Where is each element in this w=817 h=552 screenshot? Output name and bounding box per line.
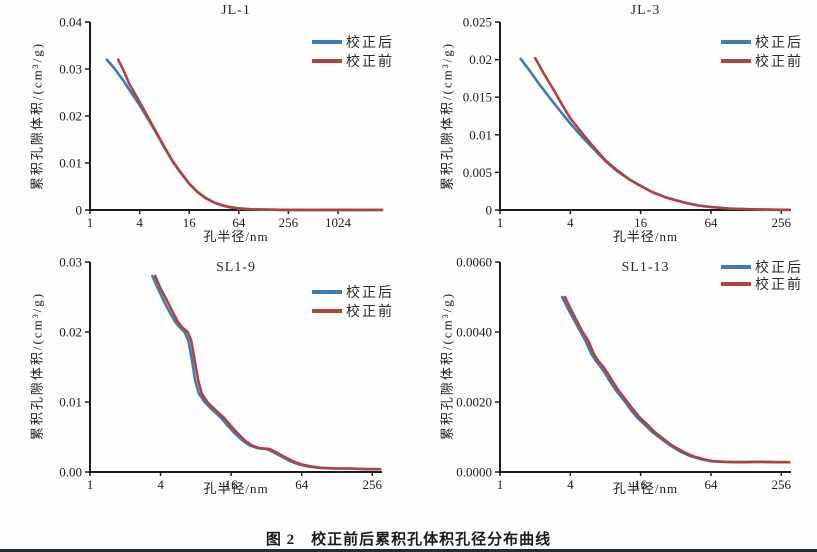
svg-text:4: 4	[567, 477, 574, 492]
legend-line-before-icon	[312, 59, 342, 63]
svg-text:16: 16	[225, 477, 239, 492]
y-axis-label: 累积孔隙体积/(cm³/g)	[29, 291, 45, 441]
svg-text:4: 4	[567, 215, 574, 230]
svg-text:64: 64	[232, 215, 246, 230]
svg-text:0.02: 0.02	[59, 325, 82, 340]
svg-text:0.02: 0.02	[469, 52, 492, 67]
legend: 校正后 校正前	[721, 34, 803, 70]
legend-item-after: 校正后	[312, 284, 394, 301]
svg-text:4: 4	[136, 215, 143, 230]
svg-text:256: 256	[772, 215, 792, 230]
chart-sl1-9: 1 4 16 64 256 0.00 0.01 0.02 0.03 SL1-9 累积孔隙体积/(…	[0, 250, 408, 502]
legend-label-before: 校正前	[346, 55, 394, 70]
svg-text:0.0040: 0.0040	[456, 325, 492, 340]
chart-title: SL1-9	[216, 260, 256, 275]
plot-area-sl1-9: 1 4 16 64 256 0.00 0.01 0.02 0.03	[59, 255, 383, 493]
svg-text:256: 256	[772, 477, 792, 492]
svg-text:256: 256	[363, 477, 383, 492]
chart-jl-3: 1 4 16 64 256 0 0.005 0.01 0.015 0.02 0.025 JL-3 累…	[410, 0, 817, 250]
y-axis-label: 累积孔隙体积/(cm³/g)	[439, 291, 455, 441]
legend-item-after: 校正后	[721, 259, 803, 276]
legend-item-before: 校正前	[721, 53, 803, 70]
figure-caption: 图 2 校正前后累积孔体积孔径分布曲线	[0, 528, 817, 549]
svg-text:0.0000: 0.0000	[456, 465, 492, 480]
svg-text:0.025: 0.025	[463, 15, 492, 30]
svg-text:0: 0	[486, 203, 493, 218]
legend-label-before: 校正前	[755, 278, 803, 293]
legend: 校正后 校正前	[312, 34, 394, 70]
legend-label-after: 校正后	[755, 36, 803, 51]
svg-text:256: 256	[279, 215, 299, 230]
svg-text:16: 16	[183, 215, 197, 230]
svg-text:0: 0	[76, 203, 83, 218]
svg-text:0.03: 0.03	[59, 255, 82, 270]
svg-text:64: 64	[295, 477, 309, 492]
page-divider	[0, 549, 817, 552]
legend-item-after: 校正后	[312, 34, 394, 51]
chart-title: JL-3	[630, 3, 661, 18]
plot-area-sl1-13: 1 4 16 64 256 0.0000 0.0020 0.0040 0.0060	[456, 255, 792, 493]
legend-line-before-icon	[312, 309, 342, 313]
svg-text:1: 1	[87, 215, 94, 230]
svg-text:1: 1	[497, 477, 504, 492]
x-axis-label: 孔半径/nm	[612, 229, 679, 244]
legend-line-after-icon	[721, 40, 751, 44]
figure-number: 图 2	[265, 532, 296, 548]
legend-line-after-icon	[312, 40, 342, 44]
svg-text:64: 64	[704, 477, 718, 492]
svg-text:0.0020: 0.0020	[456, 395, 492, 410]
svg-text:0.0060: 0.0060	[456, 255, 492, 270]
legend-item-after: 校正后	[721, 34, 803, 51]
legend-line-before-icon	[721, 59, 751, 63]
x-axis-label: 孔半径/nm	[612, 481, 679, 496]
svg-text:16: 16	[634, 477, 648, 492]
svg-text:0.01: 0.01	[59, 156, 82, 171]
x-axis-label: 孔半径/nm	[203, 481, 269, 496]
y-axis-label: 累积孔隙体积/(cm³/g)	[439, 41, 455, 191]
svg-text:16: 16	[634, 215, 648, 230]
svg-text:0.00: 0.00	[59, 465, 82, 480]
svg-text:1: 1	[87, 477, 94, 492]
legend-label-after: 校正后	[346, 36, 394, 51]
svg-text:1: 1	[497, 215, 504, 230]
svg-text:0.01: 0.01	[59, 395, 82, 410]
plot-area-jl-3: 1 4 16 64 256 0 0.005 0.01 0.015 0.02 0.025	[463, 15, 792, 231]
legend-item-before: 校正前	[312, 303, 394, 320]
x-axis-label: 孔半径/nm	[203, 229, 269, 244]
svg-text:0.02: 0.02	[59, 109, 82, 124]
chart-jl-1: 1 4 16 64 256 1024 0 0.01 0.02 0.03 0.04 JL-1 累积孔隙…	[0, 0, 408, 250]
plot-area-jl-1: 1 4 16 64 256 1024 0 0.01 0.02 0.03 0.04	[59, 15, 384, 230]
legend-item-before: 校正前	[721, 276, 803, 293]
legend-line-after-icon	[721, 265, 751, 269]
legend-label-after: 校正后	[346, 286, 394, 301]
svg-text:0.005: 0.005	[463, 165, 492, 180]
legend: 校正后 校正前	[312, 284, 394, 320]
svg-text:64: 64	[704, 215, 718, 230]
svg-text:0.015: 0.015	[463, 90, 492, 105]
y-axis-label: 累积孔隙体积/(cm³/g)	[29, 41, 45, 191]
legend: 校正后 校正前	[721, 259, 803, 293]
legend-line-after-icon	[312, 290, 342, 294]
svg-text:1024: 1024	[325, 215, 352, 230]
legend-line-before-icon	[721, 282, 751, 286]
svg-text:0.04: 0.04	[59, 15, 82, 30]
svg-text:0.03: 0.03	[59, 62, 82, 77]
legend-label-after: 校正后	[755, 261, 803, 276]
chart-title: JL-1	[221, 3, 251, 18]
svg-text:0.01: 0.01	[469, 127, 492, 142]
figure-caption-text: 校正前后累积孔体积孔径分布曲线	[311, 532, 552, 548]
legend-item-before: 校正前	[312, 53, 394, 70]
svg-text:4: 4	[157, 477, 164, 492]
chart-sl1-13: 1 4 16 64 256 0.0000 0.0020 0.0040 0.0060 SL1-13…	[410, 250, 817, 502]
chart-title: SL1-13	[621, 260, 670, 275]
legend-label-before: 校正前	[755, 55, 803, 70]
legend-label-before: 校正前	[346, 305, 394, 320]
